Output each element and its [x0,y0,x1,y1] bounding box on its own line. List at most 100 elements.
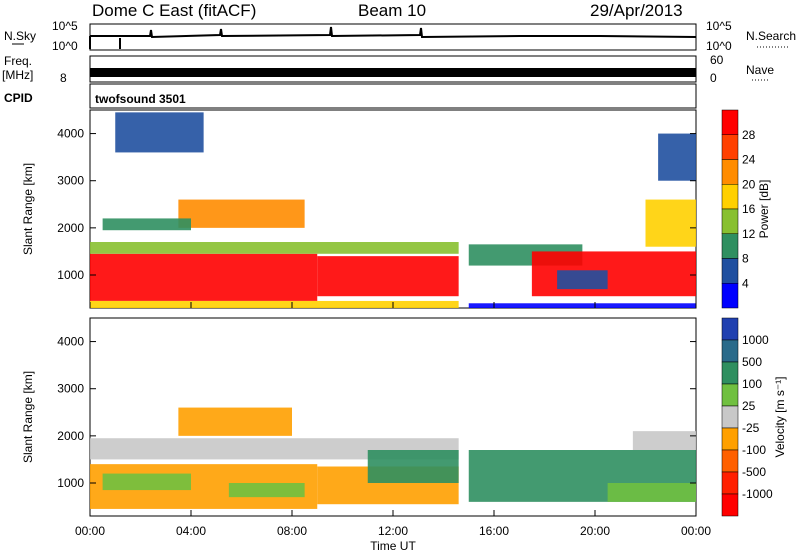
velocity-colorbar-swatch-0 [721,317,739,341]
velocity-colorbar-tick-6: -500 [742,465,766,479]
cpid-panel [89,83,697,109]
nsky-tick-top: 10^5 [52,19,78,33]
power-data [90,112,696,308]
x-tick-label-5: 20:00 [580,524,610,538]
power-patch-0 [90,253,318,301]
velocity-colorbar-swatch-2 [721,361,739,385]
velocity-ylabel: Slant Range [km] [21,371,35,463]
x-axis: 00:00 04:00 08:00 12:00 16:00 20:00 00:00 [75,302,711,538]
velocity-ytick-label-3: 4000 [57,335,84,349]
nsky-tick-bottom: 10^0 [52,39,78,53]
power-colorbar-swatch-5 [721,233,739,259]
nsearch-tick-bottom: 10^0 [706,39,732,53]
power-colorbar-tick-6: 4 [742,276,749,290]
nsky-trace [90,26,697,39]
power-patch-11 [645,199,696,247]
velocity-ytick-label-2: 3000 [57,382,84,396]
power-patch-2 [90,242,459,254]
power-patch-5 [115,112,204,153]
velocity-patch-0 [90,438,459,460]
nsearch-tick-top: 10^5 [706,19,732,33]
velocity-colorbar-tick-5: -100 [742,443,766,457]
velocity-patch-4 [228,483,305,498]
velocity-patch-6 [367,450,459,483]
power-patch-12 [658,133,696,181]
velocity-ytick-label-0: 1000 [57,476,84,490]
velocity-yticks: 1000 2000 3000 4000 [57,335,696,490]
x-tick-label-3: 12:00 [378,524,408,538]
power-patch-3 [178,199,305,228]
velocity-colorbar-tick-7: -1000 [742,487,773,501]
velocity-colorbar-swatch-6 [721,449,739,473]
velocity-colorbar-tick-3: 25 [742,399,756,413]
power-colorbar-swatch-3 [721,184,739,210]
velocity-colorbar-swatch-5 [721,427,739,451]
velocity-colorbar-tick-1: 500 [742,355,762,369]
power-ytick-label-3: 4000 [57,127,84,141]
date-title: 29/Apr/2013 [590,1,683,20]
power-panel: 1000 2000 3000 4000 Slant Range [km] [21,109,697,309]
power-colorbar-tick-0: 28 [742,128,756,142]
velocity-patch-3 [102,473,191,491]
velocity-colorbar-label: Velocity [m s⁻¹] [773,376,787,457]
velocity-colorbar-tick-0: 1000 [742,333,769,347]
freq-tick: 8 [60,71,67,85]
power-patch-8 [531,251,696,297]
velocity-colorbar-tick-4: -25 [742,421,760,435]
power-colorbar: 28 24 20 16 12 8 4 [721,109,756,309]
velocity-patch-9 [632,431,696,450]
power-colorbar-swatch-0 [721,109,739,135]
x-tick-label-1: 04:00 [176,524,206,538]
velocity-patch-5 [178,407,292,436]
velocity-ytick-label-1: 2000 [57,429,84,443]
nsearch-trace [89,36,121,49]
nsearch-label: N.Search [746,29,796,43]
x-tick-label-6: 00:00 [681,524,711,538]
velocity-colorbar-swatch-8 [721,493,739,517]
velocity-data [90,407,696,509]
velocity-colorbar-swatch-3 [721,383,739,407]
freq-label: Freq. [4,54,32,68]
power-ylabel: Slant Range [km] [21,163,35,255]
power-patch-1 [317,256,459,297]
x-tick-label-0: 00:00 [75,524,105,538]
power-ytick-label-2: 3000 [57,174,84,188]
power-patch-9 [557,270,608,290]
x-axis-label: Time UT [370,539,416,553]
power-patch-4 [102,218,191,231]
power-colorbar-swatch-2 [721,159,739,185]
power-colorbar-swatch-4 [721,208,739,234]
power-colorbar-tick-2: 20 [742,177,756,191]
velocity-colorbar-swatch-4 [721,405,739,429]
velocity-colorbar-swatch-1 [721,339,739,363]
power-patch-10 [468,303,696,308]
power-colorbar-tick-5: 8 [742,252,749,266]
beam-title: Beam 10 [358,1,426,20]
nave-tick-top: 60 [710,53,724,67]
freq-unit: [MHz] [2,68,33,82]
power-yticks: 1000 2000 3000 4000 [57,127,696,282]
velocity-colorbar: 1000 500 100 25 -25 -100 -500 -1000 [721,317,773,517]
power-colorbar-tick-3: 16 [742,202,756,216]
velocity-patch-8 [607,483,696,502]
power-ytick-label-0: 1000 [57,268,84,282]
velocity-panel: 1000 2000 3000 4000 Slant Range [km] [21,317,697,517]
cpid-value: twofsound 3501 [95,92,186,106]
nave-label: Nave [746,63,774,77]
power-ytick-label-1: 2000 [57,221,84,235]
nave-tick-bottom: 0 [710,71,717,85]
power-patch-6 [90,300,459,308]
power-colorbar-swatch-7 [721,283,739,309]
station-title: Dome C East (fitACF) [92,1,256,20]
freq-band [90,68,696,77]
power-colorbar-label: Power [dB] [757,180,771,239]
power-colorbar-tick-1: 24 [742,153,756,167]
nsky-label: N.Sky [4,29,36,43]
velocity-colorbar-tick-2: 100 [742,377,762,391]
cpid-label: CPID [4,91,33,105]
velocity-colorbar-swatch-7 [721,471,739,495]
x-tick-label-2: 08:00 [277,524,307,538]
power-colorbar-swatch-6 [721,258,739,284]
power-colorbar-tick-4: 12 [742,227,756,241]
